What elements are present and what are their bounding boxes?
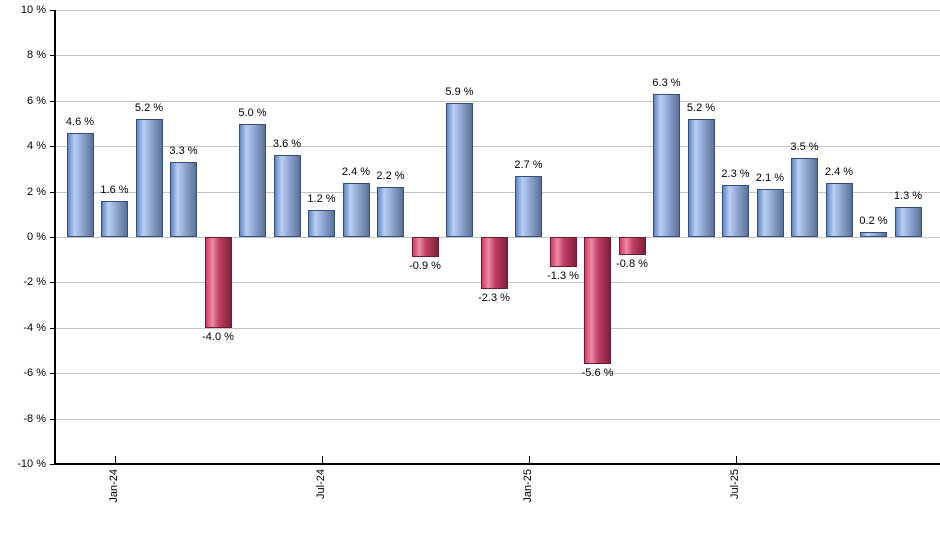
- bar-value-label: 2.4 %: [824, 165, 854, 178]
- bar-positive: [135, 118, 163, 237]
- gridline: [55, 192, 940, 193]
- y-axis-tick-label: -4 %: [23, 322, 46, 334]
- y-axis-tick: [50, 282, 55, 283]
- bar-value-label: -0.8 %: [616, 258, 648, 271]
- bar-value-label: 1.3 %: [893, 190, 923, 203]
- bar-value-label: 3.5 %: [790, 140, 819, 153]
- x-axis-tick: [529, 456, 530, 464]
- bar-positive: [342, 182, 370, 237]
- bar-positive: [446, 103, 473, 237]
- x-axis-tick: [322, 456, 323, 464]
- bar-value-label: -2.3 %: [478, 292, 510, 305]
- y-axis-tick: [50, 146, 55, 147]
- y-axis-tick: [50, 237, 55, 238]
- bar-negative: [204, 237, 232, 328]
- y-axis-tick-label: 4 %: [27, 140, 46, 152]
- y-axis-tick: [50, 328, 55, 329]
- x-axis-tick-label: Jul-25: [729, 469, 741, 499]
- y-axis-tick-label: 0 %: [27, 231, 46, 243]
- bar-negative: [549, 237, 577, 267]
- bar-value-label: 2.4 %: [341, 165, 371, 178]
- gridline: [55, 10, 940, 11]
- bar-value-label: 1.2 %: [307, 192, 336, 205]
- gridline: [55, 328, 940, 329]
- bar-positive: [515, 175, 542, 237]
- gridline: [55, 146, 940, 147]
- bar-positive: [273, 155, 301, 237]
- bar-positive: [687, 118, 715, 237]
- bar-value-label: 5.0 %: [238, 106, 267, 119]
- bar-negative: [480, 237, 508, 290]
- bar-value-label: 1.6 %: [100, 183, 129, 196]
- bar-positive: [860, 232, 887, 237]
- y-axis-tick-label: 2 %: [27, 186, 46, 198]
- bar-value-label: 0.2 %: [859, 215, 888, 228]
- bar-positive: [722, 184, 749, 237]
- y-axis-tick: [50, 55, 55, 56]
- y-axis-tick: [50, 373, 55, 374]
- gridline: [55, 101, 940, 102]
- bar-negative: [584, 237, 611, 365]
- y-axis-tick: [50, 10, 55, 11]
- bar-positive: [653, 93, 680, 237]
- bar-positive: [825, 182, 853, 237]
- gridline: [55, 373, 940, 374]
- bar-positive: [66, 132, 94, 237]
- bar-value-label: 5.2 %: [134, 101, 164, 114]
- y-axis-tick: [50, 464, 55, 465]
- bar-value-label: 5.9 %: [445, 86, 474, 99]
- bar-value-label: 2.1 %: [755, 172, 785, 185]
- bar-value-label: -4.0 %: [202, 330, 234, 343]
- bar-negative: [411, 237, 439, 258]
- y-axis-tick: [50, 192, 55, 193]
- bar-value-label: 2.7 %: [514, 158, 543, 171]
- x-axis-tick-label: Jan-25: [522, 469, 534, 503]
- y-axis-tick-label: -6 %: [23, 367, 46, 379]
- y-axis-tick: [50, 101, 55, 102]
- x-axis-tick: [115, 456, 116, 464]
- bar-positive: [170, 162, 197, 237]
- y-axis-tick-label: -10 %: [17, 458, 46, 470]
- bar-value-label: -0.9 %: [409, 260, 441, 273]
- bar-positive: [894, 207, 922, 237]
- gridline: [55, 419, 940, 420]
- y-axis-tick-label: 6 %: [27, 95, 46, 107]
- bar-value-label: 4.6 %: [65, 115, 95, 128]
- x-axis-tick-label: Jul-24: [315, 469, 327, 499]
- y-axis-tick-label: -2 %: [23, 276, 46, 288]
- bar-positive: [308, 209, 335, 237]
- bar-positive: [756, 189, 784, 237]
- bar-positive: [791, 157, 818, 237]
- x-axis-line: [54, 463, 940, 465]
- bar-value-label: 2.3 %: [721, 167, 750, 180]
- y-axis-tick-label: 10 %: [20, 4, 46, 16]
- bar-value-label: 3.3 %: [169, 145, 198, 158]
- bar-value-label: 6.3 %: [652, 76, 681, 89]
- x-axis-tick-label: Jan-24: [108, 469, 120, 503]
- bar-positive: [239, 123, 266, 237]
- bar-value-label: 2.2 %: [376, 170, 405, 183]
- y-axis-line: [54, 10, 56, 465]
- x-axis-tick: [736, 456, 737, 464]
- bar-positive: [377, 187, 404, 237]
- bar-value-label: -5.6 %: [581, 367, 614, 380]
- bar-negative: [618, 237, 646, 256]
- bar-value-label: 3.6 %: [272, 138, 302, 151]
- bar-value-label: -1.3 %: [547, 269, 579, 282]
- y-axis-tick-label: -8 %: [23, 413, 46, 425]
- gridline: [55, 55, 940, 56]
- y-axis-tick: [50, 419, 55, 420]
- bar-value-label: 5.2 %: [686, 101, 716, 114]
- y-axis-tick-label: 8 %: [27, 49, 46, 61]
- bar-positive: [101, 200, 128, 237]
